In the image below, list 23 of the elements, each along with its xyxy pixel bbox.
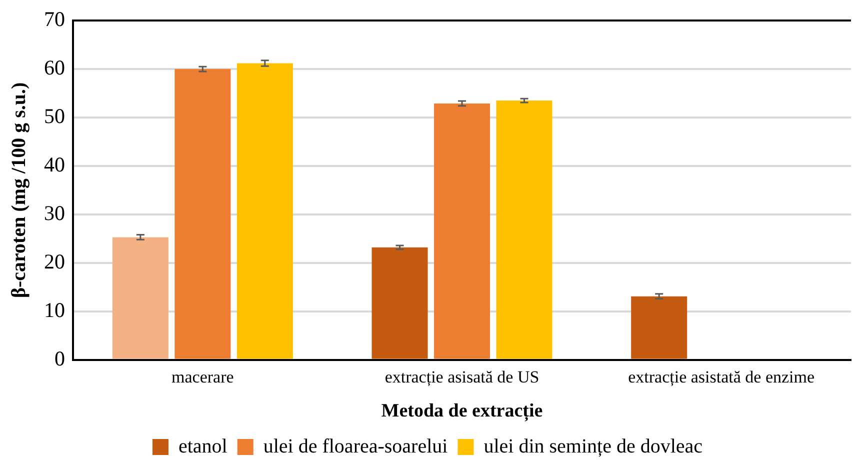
legend-label: ulei de floarea-soarelui	[263, 435, 448, 458]
x-tick-label: macerare	[172, 367, 234, 386]
legend-label: ulei din semințe de dovleac	[484, 435, 703, 458]
x-tick-label: extracție asisată de US	[384, 367, 540, 386]
bar	[631, 296, 688, 359]
bar	[174, 69, 231, 359]
y-axis-title: β-caroten (mg /100 g s.u.)	[8, 82, 30, 298]
y-tick-label: 30	[44, 200, 65, 225]
bar	[236, 63, 293, 359]
x-tick-label: extracție asistată de enzime	[628, 367, 815, 386]
legend-label: etanol	[178, 435, 228, 458]
x-axis-title: Metoda de extracție	[381, 400, 543, 422]
bar	[434, 103, 490, 359]
bar	[372, 247, 428, 359]
y-tick-label: 0	[54, 346, 65, 370]
y-tick-label: 60	[44, 56, 65, 80]
y-tick-label: 10	[44, 298, 65, 322]
bar	[496, 100, 552, 359]
y-tick-label: 50	[44, 104, 65, 128]
y-tick-label: 20	[44, 249, 65, 274]
bar	[112, 237, 168, 359]
y-tick-label: 70	[44, 7, 65, 32]
y-tick-label: 40	[44, 152, 65, 176]
